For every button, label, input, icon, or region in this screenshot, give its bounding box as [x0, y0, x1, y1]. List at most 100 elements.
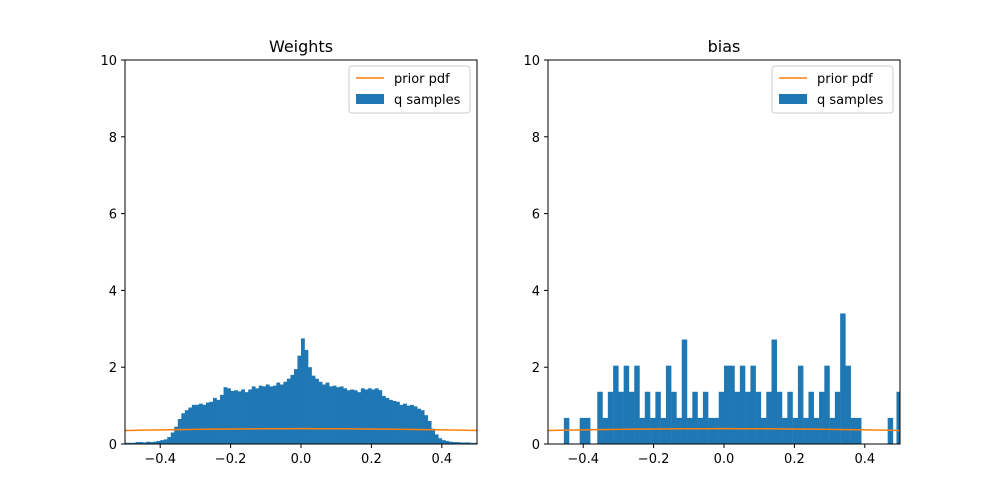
histogram-bar: [427, 420, 432, 444]
histogram-bar: [213, 397, 217, 444]
histogram-bar: [160, 440, 165, 444]
y-tick-label: 4: [109, 284, 117, 299]
histogram-bar: [713, 417, 719, 444]
histogram-bar: [135, 442, 140, 444]
histogram-bar: [343, 388, 348, 444]
histogram-bar: [896, 391, 901, 444]
histogram-bar: [403, 403, 407, 444]
histogram-bar: [438, 438, 443, 444]
histogram-bar: [702, 391, 709, 444]
histogram-bar: [153, 441, 157, 444]
legend-label-q-samples: q samples: [817, 93, 884, 108]
histogram-bar: [406, 405, 411, 444]
histogram-bar: [234, 390, 238, 444]
x-tick-label: 0.0: [714, 452, 735, 467]
histogram-bar: [244, 392, 249, 444]
histogram-bar: [845, 365, 851, 444]
histogram-bar: [255, 388, 260, 444]
histogram-bar: [448, 441, 453, 444]
x-tick-label: 0.0: [291, 452, 312, 467]
histogram-bar: [473, 442, 478, 444]
histogram-bar: [230, 391, 235, 444]
x-tick-label: −0.4: [144, 452, 176, 467]
histogram-bar: [139, 442, 143, 444]
histogram-bar: [286, 378, 291, 444]
x-tick-label: −0.2: [215, 452, 247, 467]
histogram-bar: [459, 442, 464, 444]
histogram-bar: [782, 417, 788, 444]
x-tick-label: 0.4: [431, 452, 452, 467]
histogram-bar: [665, 365, 672, 444]
histogram-bar: [318, 381, 323, 444]
histogram-bar: [813, 417, 820, 444]
histogram-bar: [792, 417, 799, 444]
histogram-bar: [241, 389, 245, 444]
histogram-bar: [431, 428, 436, 444]
histogram-bar: [724, 365, 730, 444]
histogram-bar: [389, 399, 393, 444]
histogram-bar: [697, 417, 704, 444]
prior-pdf-line: [547, 427, 901, 432]
legend-label-prior-pdf: prior pdf: [817, 72, 873, 87]
histogram-bar: [410, 404, 414, 444]
histogram-bar: [248, 389, 253, 444]
histogram-bar: [808, 391, 814, 444]
x-axis-ticks: −0.4 −0.2 0.0 0.2 0.4: [567, 444, 875, 467]
histogram-bar: [339, 386, 344, 444]
histogram-bar: [856, 417, 862, 444]
histogram-bar: [441, 440, 446, 444]
histogram-bar: [776, 391, 783, 444]
histogram-bar: [628, 391, 635, 444]
histogram-bar: [755, 391, 762, 444]
histogram-bar: [174, 426, 179, 444]
histogram-bar: [304, 349, 309, 444]
y-tick-label: 10: [523, 54, 540, 69]
histogram-bar: [191, 404, 196, 444]
histogram-bar: [455, 442, 460, 444]
histogram-bar: [346, 390, 351, 444]
y-tick-label: 6: [532, 208, 540, 223]
histogram-bar: [597, 391, 603, 444]
weights-histogram-panel: Weights −0.4 −0.2 0.0 0.2 0.4 0 2 4 6 8 10 prior …: [100, 37, 478, 467]
histogram-bar: [146, 441, 150, 444]
legend-label-q-samples: q samples: [394, 93, 461, 108]
histogram-bar: [399, 404, 404, 444]
histogram-bar: [325, 382, 330, 444]
prior-pdf-line: [124, 427, 478, 432]
histogram-bar: [188, 407, 193, 444]
histogram-bar: [734, 391, 741, 444]
histogram-bar: [301, 338, 305, 444]
histogram-bar: [766, 391, 772, 444]
histogram-bar: [579, 417, 586, 444]
histogram-bar: [760, 417, 767, 444]
histogram-bar: [374, 388, 379, 444]
histogram-bar: [378, 390, 383, 444]
y-tick-label: 0: [532, 438, 540, 453]
x-tick-label: −0.4: [567, 452, 599, 467]
histogram-bar: [167, 437, 172, 444]
legend: prior pdf q samples: [771, 65, 894, 114]
histogram-bar: [584, 417, 591, 444]
histogram-bar: [149, 442, 154, 444]
histogram-bar: [623, 365, 630, 444]
histogram-bar: [209, 401, 214, 444]
histogram-bar: [262, 386, 267, 444]
histogram-bar: [607, 391, 614, 444]
histogram-bar: [364, 389, 369, 444]
histogram-bar: [385, 397, 390, 444]
legend-label-prior-pdf: prior pdf: [394, 72, 450, 87]
histogram-bar: [156, 440, 161, 444]
histogram-bar: [396, 401, 400, 444]
histogram-bar: [824, 365, 830, 444]
histogram-bar: [434, 434, 439, 444]
histogram-bar: [216, 399, 221, 444]
histogram-bar: [613, 365, 619, 444]
histogram-bar: [163, 439, 168, 444]
histogram-bar: [563, 417, 570, 444]
y-tick-label: 6: [109, 208, 117, 223]
histogram-bar: [170, 432, 175, 444]
histogram-bar: [311, 375, 316, 444]
histogram-bar: [279, 384, 284, 444]
histogram-bar: [392, 400, 397, 444]
histogram-bar: [655, 391, 661, 444]
